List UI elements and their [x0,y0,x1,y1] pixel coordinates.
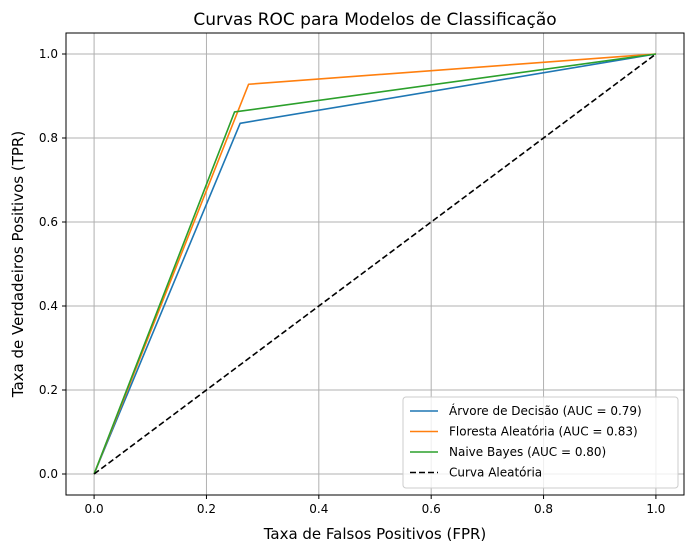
y-tick-label: 0.8 [39,131,58,145]
x-axis-label: Taxa de Falsos Positivos (FPR) [263,525,487,543]
plot-frame [65,32,685,496]
chart-title: Curvas ROC para Modelos de Classificação [193,10,556,30]
y-axis-label: Taxa de Verdadeiros Positivos (TPR) [9,131,27,398]
legend: Árvore de Decisão (AUC = 0.79) Floresta A… [402,396,679,489]
series-line-1 [93,53,656,475]
x-tick-label: 0.8 [534,502,553,516]
y-ticks: 0.0 0.2 0.4 0.6 0.8 1.0 [39,47,66,481]
series-lines [93,53,657,475]
legend-label: Floresta Aleatória (AUC = 0.83) [449,425,638,439]
series-line-0 [93,53,657,475]
x-tick-label: 0.2 [197,502,216,516]
x-tick-label: 1.0 [646,502,665,516]
x-tick-label: 0.6 [422,502,441,516]
x-ticks: 0.0 0.2 0.4 0.6 0.8 1.0 [85,495,665,516]
x-tick-label: 0.0 [85,502,104,516]
y-tick-label: 0.6 [39,215,58,229]
y-tick-label: 0.4 [39,299,58,313]
y-tick-label: 0.0 [39,467,58,481]
y-tick-label: 0.2 [39,383,58,397]
series-line-2 [93,53,657,475]
y-tick-label: 1.0 [39,47,58,61]
legend-label: Árvore de Decisão (AUC = 0.79) [449,403,642,418]
x-tick-label: 0.4 [309,502,328,516]
legend-label: Curva Aleatória [449,466,542,480]
legend-label: Naive Bayes (AUC = 0.80) [449,445,606,459]
legend-box [402,396,679,489]
